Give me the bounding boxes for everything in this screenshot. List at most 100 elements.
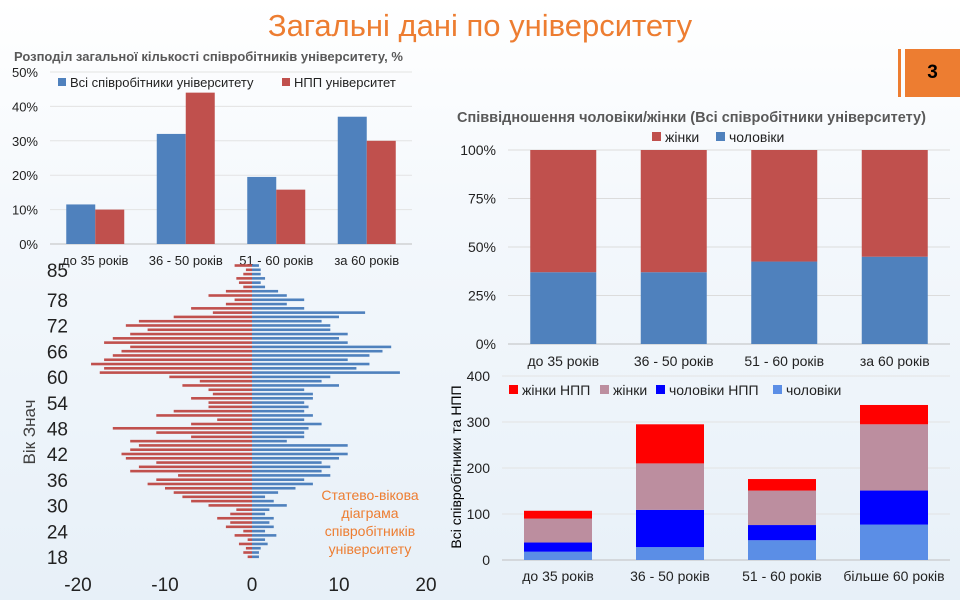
bar-men: [252, 371, 400, 374]
bar-women: [121, 452, 252, 456]
legend-swatch: [716, 132, 725, 141]
bar-women: [130, 469, 252, 473]
bar-men: [252, 474, 331, 477]
bar-men: [252, 538, 266, 541]
bar-women: [238, 542, 252, 546]
bar-all-staff: [247, 176, 277, 244]
legend-label: жінки: [613, 382, 647, 398]
bar-men: [524, 551, 592, 560]
bar-women: [104, 341, 252, 344]
bar-women: [147, 482, 252, 486]
bar-women: [636, 463, 704, 510]
x-tick-label: 36 - 50 років: [149, 253, 223, 268]
bar-men: [252, 525, 274, 529]
x-tick-label: 0: [247, 575, 258, 596]
bar-women: [156, 478, 252, 481]
bar-women: [245, 268, 252, 272]
legend-label: НПП університет: [294, 75, 396, 90]
y-tick-label: 30%: [12, 134, 38, 149]
bar-men: [252, 375, 331, 379]
bar-women: [243, 272, 252, 276]
bar-men: [252, 337, 339, 340]
chart-title: Співвідношення чоловіки/жінки (Всі співр…: [457, 110, 926, 126]
y-tick-label: 200: [467, 460, 491, 476]
bar-men: [252, 349, 383, 353]
bar-men: [252, 397, 313, 400]
bar-men: [252, 495, 266, 499]
bar-women: [121, 349, 252, 353]
bar-men: [252, 367, 357, 370]
legend-label: чоловіки НПП: [669, 382, 759, 398]
y-tick-label: 20%: [12, 168, 38, 183]
y-tick-label: 0: [482, 552, 490, 568]
bar-men: [252, 388, 305, 392]
x-tick-label: до 35 років: [522, 568, 594, 584]
y-tick-label: 100%: [460, 142, 496, 158]
bar-all-staff: [66, 204, 96, 244]
bar-women-npp: [860, 404, 928, 425]
x-tick-label: 51 - 60 років: [744, 353, 824, 369]
bar-men: [252, 298, 305, 302]
x-tick-label: більше 60 років: [843, 568, 944, 584]
bar-men: [252, 384, 339, 387]
bar-men: [636, 547, 704, 560]
bar-men: [252, 277, 266, 280]
bar-women: [212, 311, 252, 314]
legend-label: Всі співробітники університету: [70, 75, 254, 90]
bar-npp: [366, 140, 396, 244]
bar-women: [130, 345, 252, 349]
y-tick-label: 300: [467, 414, 491, 430]
bar-women: [173, 409, 252, 413]
y-tick-label: 85: [47, 261, 68, 282]
bar-men: [252, 551, 259, 554]
bar-women: [751, 150, 818, 262]
bar-women: [112, 337, 252, 340]
bar-women-npp: [748, 479, 816, 491]
bar-women: [130, 439, 252, 443]
y-tick-label: 0%: [476, 336, 496, 352]
bar-men: [530, 272, 597, 344]
bar-men: [252, 555, 259, 559]
y-tick-label: 40%: [12, 99, 38, 114]
bar-women: [191, 397, 252, 400]
x-tick-label: -10: [151, 575, 178, 596]
bar-women: [125, 324, 252, 327]
y-tick-label: 60: [47, 368, 68, 389]
legend-label: чоловіки: [729, 129, 784, 145]
bar-men: [252, 405, 309, 409]
bar-women: [234, 264, 252, 267]
bar-men: [252, 499, 274, 503]
y-tick-label: 66: [47, 342, 68, 363]
bar-women: [191, 499, 252, 503]
x-tick-label: за 60 років: [860, 353, 930, 369]
bar-women: [243, 529, 252, 533]
bar-npp: [95, 209, 125, 244]
bar-women: [208, 294, 252, 297]
x-tick-label: за 60 років: [334, 253, 399, 268]
bar-all-staff: [156, 133, 186, 244]
bar-men: [748, 540, 816, 560]
bar-men: [252, 264, 259, 267]
x-tick-label: -20: [64, 575, 91, 596]
legend-swatch: [58, 78, 66, 86]
pyramid-annotation: Статево-вікова діаграма співробітників у…: [321, 487, 419, 557]
bar-women: [112, 426, 252, 430]
bar-men-npp: [860, 490, 928, 525]
bar-women: [125, 456, 252, 460]
bar-men: [861, 256, 928, 344]
bar-men: [252, 289, 279, 293]
bar-men: [252, 504, 287, 507]
bar-women: [208, 388, 252, 392]
legend-label: чоловіки: [786, 382, 841, 398]
bar-men: [252, 285, 266, 289]
bar-women: [748, 490, 816, 526]
y-tick-label: 10%: [12, 203, 38, 218]
axis-label-y: Вік Знач: [20, 400, 39, 465]
bar-men: [252, 491, 279, 494]
bar-women-npp: [636, 424, 704, 464]
bar-men: [252, 426, 309, 430]
bar-men: [252, 324, 331, 327]
axis-label-y: Всі співробітники та НПП: [448, 385, 464, 548]
